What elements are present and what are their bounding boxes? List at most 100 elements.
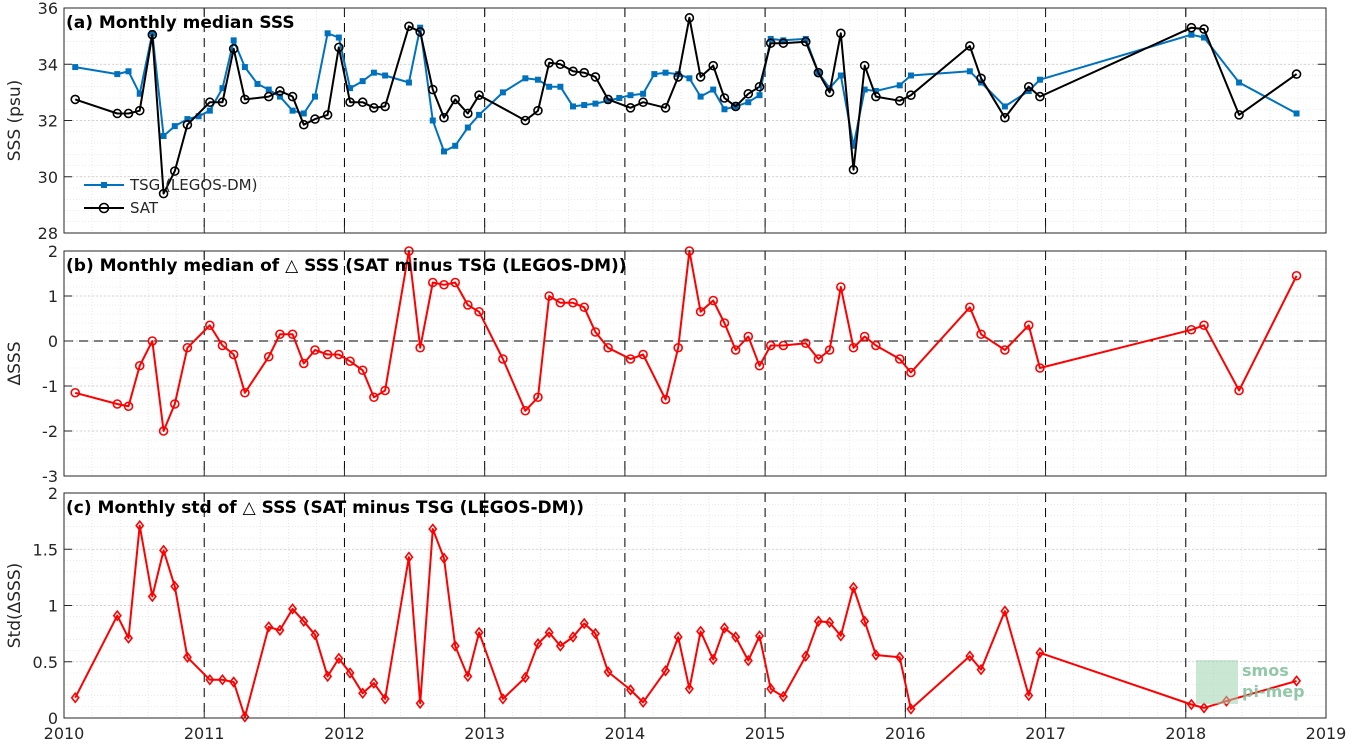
- data-point-series-0: [1000, 605, 1010, 617]
- data-point-series-0: [895, 651, 905, 664]
- data-point-tsg-legos-dm: [1201, 34, 1208, 41]
- data-point-tsg-legos-dm: [441, 148, 448, 155]
- smos-pi-mep-logo: smos pi-mep: [1196, 660, 1305, 704]
- data-point-series-0: [182, 342, 193, 353]
- data-point-series-0: [380, 693, 390, 705]
- data-point-tsg-legos-dm: [405, 79, 412, 86]
- data-point-tsg-legos-dm: [452, 142, 459, 149]
- panel-title: (c) Monthly std of △ SSS (SAT minus TSG …: [66, 498, 584, 518]
- data-point-series-0: [1199, 702, 1209, 714]
- data-point-tsg-legos-dm: [581, 102, 588, 109]
- data-point-sat: [533, 105, 543, 116]
- data-point-sat: [603, 94, 613, 105]
- data-point-sat: [965, 41, 975, 51]
- data-point-series-0: [263, 351, 274, 362]
- data-point-sat: [638, 97, 648, 108]
- data-point-sat: [240, 94, 250, 105]
- data-point-sat: [298, 119, 309, 130]
- data-point-sat: [906, 90, 916, 100]
- legend-label-tsg-legos-dm: TSG (LEGOS-DM): [129, 176, 257, 194]
- data-point-series-0: [684, 682, 694, 695]
- data-point-sat: [275, 86, 285, 96]
- data-point-sat: [404, 21, 414, 32]
- data-point-series-0: [334, 652, 344, 665]
- data-point-series-0: [661, 664, 671, 677]
- data-point-series-0: [345, 356, 355, 367]
- x-tick-label: 2016: [885, 724, 926, 743]
- data-point-tsg-legos-dm: [907, 72, 914, 79]
- data-point-series-0: [169, 399, 180, 409]
- x-tick-label: 2011: [184, 724, 225, 743]
- data-point-tsg-legos-dm: [570, 103, 577, 110]
- data-point-sat: [182, 119, 193, 130]
- data-point-sat: [625, 103, 636, 113]
- data-point-series-0: [1000, 345, 1010, 355]
- data-point-series-0: [1023, 320, 1034, 331]
- data-point-series-0: [345, 667, 355, 679]
- data-point-series-0: [824, 345, 835, 355]
- data-point-series-0: [310, 345, 320, 355]
- data-point-sat: [1023, 81, 1034, 92]
- logo-line1: smos: [1242, 661, 1289, 680]
- data-point-series-0: [555, 640, 565, 652]
- data-point-series-0: [708, 653, 718, 666]
- data-point-series-0: [358, 687, 368, 700]
- data-point-series-0: [1186, 324, 1197, 335]
- data-point-tsg-legos-dm: [546, 83, 553, 90]
- legend-label-sat: SAT: [130, 199, 159, 217]
- y-tick-label: -3: [42, 467, 58, 486]
- data-point-series-0: [1035, 363, 1045, 373]
- data-point-tsg-legos-dm: [710, 86, 717, 93]
- data-point-sat: [263, 91, 274, 102]
- data-point-series-0: [894, 354, 905, 364]
- y-tick-label: -2: [42, 422, 58, 441]
- data-point-sat: [544, 58, 554, 68]
- data-point-series-0: [450, 277, 461, 288]
- data-point-series-0: [696, 625, 706, 638]
- data-point-series-0: [860, 615, 870, 628]
- data-point-series-0: [730, 345, 741, 355]
- data-point-series-0: [765, 340, 776, 351]
- data-point-sat: [310, 114, 320, 124]
- data-point-series-0: [660, 394, 671, 405]
- x-tick-label: 2017: [1025, 724, 1066, 743]
- panel-c-monthly-std-delta-sss: 0 0.5 1 1.5 2 2010 2011 2012 2013 2014 2015 2016 201…: [5, 484, 1346, 743]
- data-point-sat: [463, 108, 473, 119]
- data-point-series-0: [754, 360, 765, 371]
- data-point-sat: [836, 28, 846, 39]
- data-point-tsg-legos-dm: [347, 85, 354, 92]
- data-point-tsg-legos-dm: [382, 72, 389, 79]
- data-point-sat: [380, 101, 390, 112]
- logo-block: [1196, 660, 1238, 704]
- data-point-series-0: [135, 519, 145, 532]
- y-tick-label: -1: [42, 377, 58, 396]
- data-point-series-0: [673, 631, 683, 643]
- data-point-sat: [695, 72, 706, 82]
- data-point-tsg-legos-dm: [370, 69, 377, 76]
- data-point-series-0: [240, 711, 250, 723]
- data-point-series-0: [474, 306, 484, 317]
- plot-area: [64, 251, 1326, 476]
- data-point-series-0: [205, 673, 215, 686]
- data-point-tsg-legos-dm: [534, 76, 541, 83]
- series-line-series-0: [74, 524, 1297, 718]
- data-point-tsg-legos-dm: [195, 113, 202, 120]
- data-point-sat: [415, 27, 425, 37]
- data-point-tsg-legos-dm: [896, 82, 903, 89]
- data-point-sat: [708, 60, 719, 71]
- data-point-sat: [894, 96, 905, 106]
- data-point-sat: [590, 72, 601, 82]
- data-point-series-0: [871, 649, 881, 661]
- data-point-series-0: [836, 630, 846, 642]
- data-point-sat: [765, 38, 776, 48]
- panel-a-monthly-median-sss: 28 30 32 34 36 SSS (psu) (a) Monthly median SS…: [5, 0, 1327, 243]
- data-point-series-0: [976, 329, 986, 340]
- data-point-sat: [450, 94, 461, 105]
- data-point-series-0: [520, 405, 531, 416]
- data-point-series-0: [288, 603, 298, 615]
- data-point-sat: [673, 72, 683, 82]
- data-point-series-0: [158, 426, 169, 436]
- data-point-series-0: [322, 349, 333, 360]
- data-point-sat: [1035, 91, 1045, 102]
